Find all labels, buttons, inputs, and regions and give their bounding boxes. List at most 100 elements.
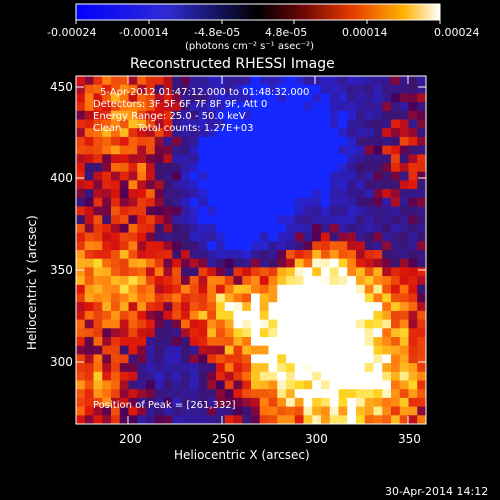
heatmap-cell (294, 180, 305, 190)
heatmap-cell (198, 206, 208, 216)
heatmap-cell (181, 284, 191, 295)
heatmap-cell (408, 128, 418, 138)
heatmap-cell (312, 171, 322, 181)
heatmap-cell (356, 223, 366, 234)
heatmap-cell (119, 328, 130, 338)
heatmap-cell (84, 163, 95, 173)
heatmap-cell (76, 84, 86, 94)
heatmap-cell (417, 119, 426, 129)
heatmap-cell (347, 354, 357, 364)
heatmap-cell (347, 328, 357, 338)
heatmap-cell (303, 267, 313, 277)
heatmap-cell (268, 319, 278, 329)
heatmap-cell (364, 110, 375, 121)
heatmap-cell (399, 206, 410, 216)
heatmap-cell (259, 293, 270, 303)
heatmap-cell (163, 328, 173, 338)
heatmap-cell (216, 232, 226, 242)
heatmap-cell (347, 293, 357, 303)
heatmap-cell (146, 119, 156, 129)
heatmap-cell (356, 345, 366, 355)
heatmap-cell (382, 354, 392, 364)
heatmap-cell (242, 145, 252, 155)
heatmap-cell (408, 171, 418, 181)
heatmap-cell (312, 363, 322, 373)
heatmap-cell (181, 293, 191, 303)
heatmap-cell (111, 128, 121, 138)
heatmap-cell (84, 93, 95, 103)
heatmap-cell (408, 110, 418, 121)
heatmap-cell (224, 319, 235, 329)
heatmap-cell (329, 406, 340, 416)
heatmap-cell (259, 84, 270, 94)
heatmap-cell (408, 93, 418, 103)
heatmap-cell (399, 197, 410, 208)
heatmap-cell (216, 389, 226, 399)
date-stamp: 30-Apr-2014 14:12 (385, 485, 488, 498)
heatmap-cell (364, 328, 375, 338)
heatmap-cell (154, 371, 165, 382)
heatmap-cell (242, 93, 252, 103)
heatmap-cell (242, 302, 252, 312)
heatmap-cell (329, 206, 340, 216)
heatmap-cell (268, 354, 278, 364)
heatmap-cell (181, 250, 191, 260)
heatmap-cell (111, 145, 121, 155)
heatmap-cell (84, 171, 95, 181)
heatmap-cell (259, 267, 270, 277)
heatmap-cell (163, 180, 173, 190)
heatmap-cell (146, 284, 156, 295)
heatmap-cell (286, 397, 296, 408)
heatmap-cell (312, 232, 322, 242)
heatmap-cell (373, 389, 383, 399)
heatmap-cell (198, 328, 208, 338)
heatmap-cell (312, 76, 322, 86)
heatmap-cell (84, 302, 95, 312)
heatmap-cell (373, 180, 383, 190)
heatmap-cell (181, 345, 191, 355)
heatmap-cell (312, 406, 322, 416)
heatmap-cell (207, 250, 217, 260)
colorbar-tick-label: 0.00014 (342, 26, 388, 39)
heatmap-cell (93, 258, 103, 268)
colorbar-units-label: (photons cm⁻² s⁻¹ asec⁻²) (185, 41, 314, 52)
heatmap-cell (224, 163, 235, 173)
heatmap-cell (373, 276, 383, 286)
heatmap-cell (356, 110, 366, 121)
heatmap-cell (207, 337, 217, 347)
heatmap-cell (163, 302, 173, 312)
heatmap-cell (163, 397, 173, 408)
heatmap-cell (76, 293, 86, 303)
heatmap-cell (128, 397, 138, 408)
heatmap-cell (408, 180, 418, 190)
heatmap-cell (242, 406, 252, 416)
heatmap-cell (268, 136, 278, 147)
heatmap-cell (268, 302, 278, 312)
heatmap-cell (224, 102, 235, 112)
heatmap-cell (329, 102, 340, 112)
heatmap-cell (251, 380, 261, 390)
heatmap-cell (137, 345, 147, 355)
heatmap-cell (251, 397, 261, 408)
heatmap-cell (329, 328, 340, 338)
heatmap-cell (312, 319, 322, 329)
heatmap-cell (399, 180, 410, 190)
heatmap-cell (356, 397, 366, 408)
heatmap-cell (391, 354, 401, 364)
heatmap-cell (286, 345, 296, 355)
heatmap-cell (382, 371, 392, 382)
heatmap-cell (294, 363, 305, 373)
heatmap-cell (286, 110, 296, 121)
heatmap-cell (216, 180, 226, 190)
heatmap-cell (119, 223, 130, 234)
heatmap-cell (146, 232, 156, 242)
heatmap-cell (128, 154, 138, 164)
heatmap-cell (111, 276, 121, 286)
heatmap-cell (338, 337, 348, 347)
heatmap-cell (417, 93, 426, 103)
heatmap-cell (356, 206, 366, 216)
heatmap-cell (417, 276, 426, 286)
heatmap-cell (119, 363, 130, 373)
heatmap-cell (417, 128, 426, 138)
heatmap-cell (391, 267, 401, 277)
